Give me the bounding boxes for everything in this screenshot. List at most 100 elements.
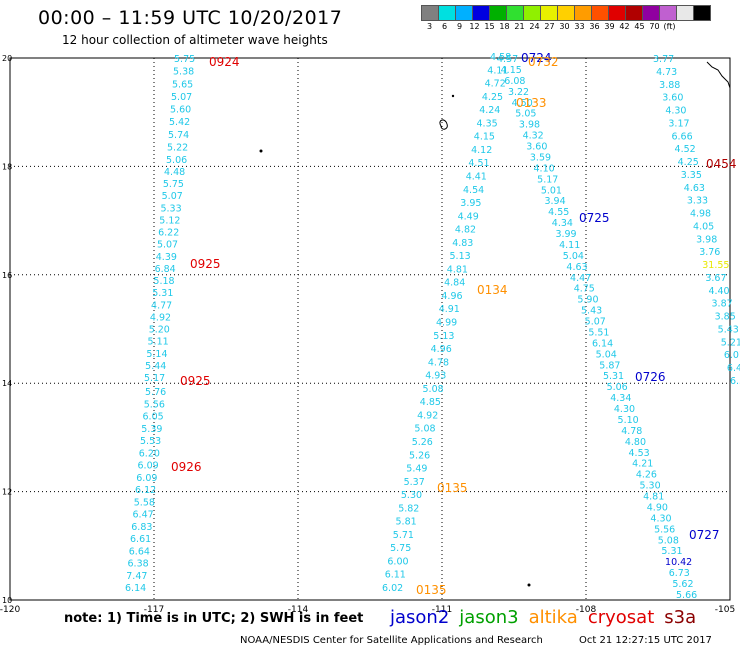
color-scale-label: 30 [559,22,570,31]
color-scale-label: 70 [649,22,660,31]
wave-height-value: 5.56 [144,399,165,410]
footer-timestamp: Oct 21 12:27:15 UTC 2017 [579,635,712,646]
wave-height-value: 3.60 [526,142,547,153]
wave-height-value: 5.13 [433,331,454,342]
wave-height-value: 3.60 [662,93,683,104]
wave-height-value: 3.94 [544,196,565,207]
wave-height-value: 3.59 [530,152,551,163]
wave-height-value: 31.55 [702,260,729,271]
wave-height-value: 5.71 [393,530,414,541]
y-tick-label: 18 [2,162,12,171]
wave-height-value: 4.54 [463,185,484,196]
wave-height-value: 5.05 [515,109,536,120]
wave-height-value: 4.84 [444,278,465,289]
color-scale-label: 15 [484,22,495,31]
wave-height-value: 5.82 [398,503,419,514]
pass-time-label: 0732 [528,55,559,69]
color-scale-label: (ft) [663,22,676,31]
wave-height-value: 5.22 [167,142,188,153]
wave-height-value: 4.63 [684,183,705,194]
wave-height-value: 4.93 [425,371,446,382]
wave-height-value: 5.51 [588,327,609,338]
wave-height-value: 5.31 [661,546,682,557]
wave-height-value: 5.87 [599,360,620,371]
wave-height-value: 4.12 [471,145,492,156]
y-tick-label: 10 [2,596,12,605]
wave-height-value: 4.52 [675,144,696,155]
wave-height-value: 4.35 [477,118,498,129]
wave-height-value: 4.75 [574,284,595,295]
wave-height-value: 6.22 [158,228,179,239]
wave-height-value: 5.01 [541,185,562,196]
wave-height-value: 3.98 [696,234,717,245]
color-scale-label: 42 [619,22,630,31]
wave-height-value: 4.72 [485,79,506,90]
wave-height-value: 5.11 [148,337,169,348]
wave-height-value: 5.74 [168,130,189,141]
wave-height-value: 4.26 [636,470,657,481]
island-mark [259,149,263,153]
wave-height-value: 5.31 [152,288,173,299]
wave-height-value: 6.44 [727,363,740,374]
wave-height-value: 5.90 [577,295,598,306]
pass-time-label: 0926 [171,460,202,474]
pass-time-label: 0135 [416,583,447,597]
island-mark [439,119,448,130]
wave-height-value: 5.33 [160,203,181,214]
wave-height-value: 5.07 [171,92,192,103]
wave-height-value: 4.49 [458,211,479,222]
wave-height-value: 10.42 [665,557,692,568]
wave-height-value: 3.85 [715,312,736,323]
page-title: 00:00 – 11:59 UTC 10/20/2017 [38,7,343,29]
wave-height-value: 4.78 [621,426,642,437]
wave-height-value: 6.09 [138,461,159,472]
wave-height-value: 6.83 [131,522,152,533]
pass-time-label: 0727 [689,528,720,542]
wave-height-value: 5.04 [563,251,584,262]
wave-height-value: 5.44 [145,361,166,372]
wave-height-value: 5.26 [412,437,433,448]
wave-height-value: 4.80 [625,437,646,448]
wave-height-value: 5.75 [163,179,184,190]
wave-height-value: 4.90 [647,502,668,513]
color-scale-label: 9 [456,22,463,31]
wave-height-value: 6.61 [130,534,151,545]
wave-height-value: 3.33 [687,196,708,207]
wave-height-value: 5.75 [390,543,411,554]
wave-height-value: 4.77 [151,300,172,311]
wave-height-value: 6.00 [387,556,408,567]
wave-height-value: 4.40 [708,286,729,297]
wave-height-value: 4.55 [548,207,569,218]
wave-height-value: 4.34 [610,393,631,404]
wave-height-value: 5.08 [658,535,679,546]
wave-height-value: 6.02 [382,583,403,594]
wave-height-value: 5.26 [409,450,430,461]
pass-time-label: 0134 [477,283,508,297]
wave-height-value: 4.85 [420,397,441,408]
wave-height-value: 4.63 [566,262,587,273]
pass-time-label: 0925 [190,257,221,271]
wave-height-value: 5.17 [537,174,558,185]
wave-height-value: 6.73 [669,568,690,579]
color-scale-label: 21 [514,22,525,31]
wave-height-value: 4.30 [614,404,635,415]
wave-height-value: 5.66 [676,590,697,601]
note-text: note: 1) Time is in UTC; 2) SWH is in fe… [64,611,364,626]
wave-height-value: 6.05 [143,412,164,423]
wave-height-value: 5.07 [162,191,183,202]
color-scale-label: 33 [574,22,585,31]
wave-height-value: 7.47 [126,571,147,582]
color-scale-labels: 3 6 9 12 15 18 21 24 27 30 33 36 39 42 45 70 (ft) [422,22,677,31]
wave-height-value: 5.53 [140,436,161,447]
wave-height-value: 5.10 [618,415,639,426]
wave-height-value: 4.58 [490,52,511,63]
wave-height-value: 5.56 [654,524,675,535]
legend-item-jason2: jason2 [390,607,450,628]
color-scale-bar [421,5,711,21]
color-scale-label: 27 [544,22,555,31]
wave-height-value: 4.91 [439,304,460,315]
pass-time-label: 0135 [437,481,468,495]
wave-height-value: 5.06 [607,382,628,393]
wave-height-value: 6.84 [155,264,176,275]
